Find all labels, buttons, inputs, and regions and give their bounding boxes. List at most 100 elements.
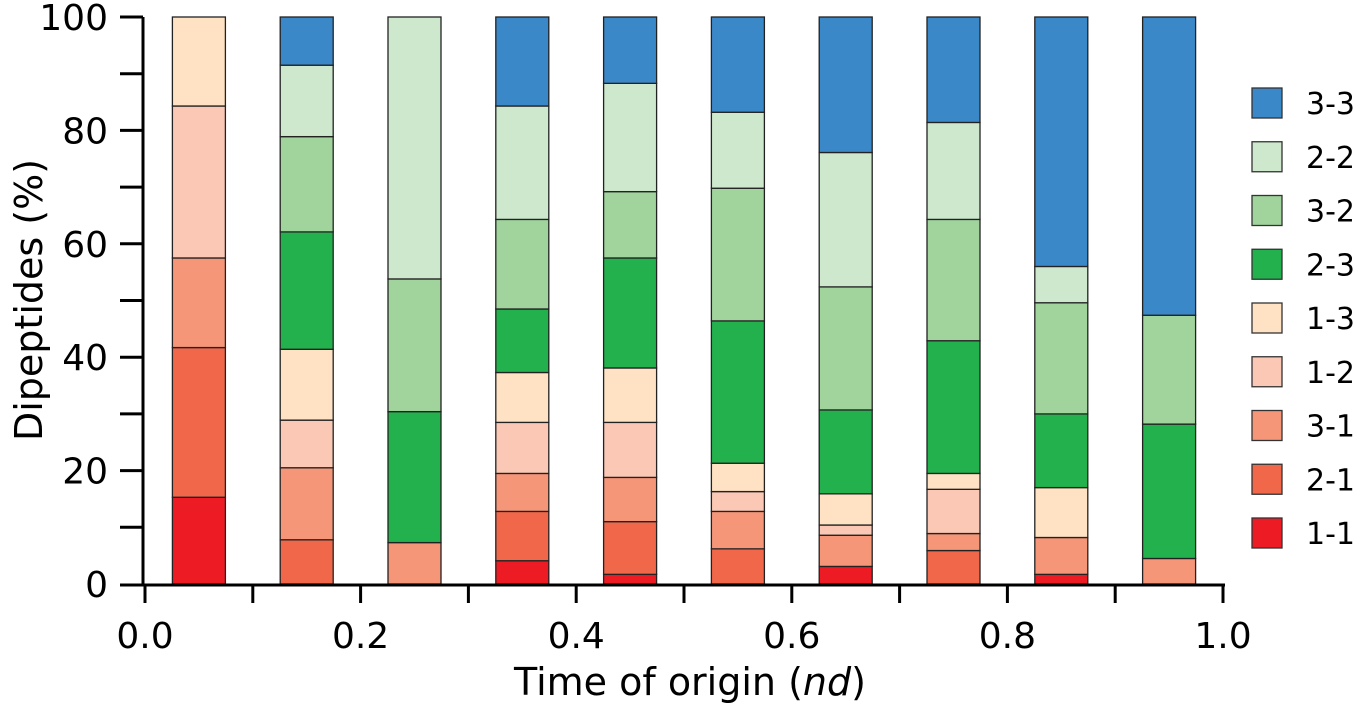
bar-segment-2-3 <box>495 308 550 374</box>
bar-segment-2-2 <box>279 64 334 138</box>
bar-segment-2-2 <box>495 105 550 221</box>
legend-item-1-2: 1-2 <box>1251 356 1355 391</box>
legend-label: 2-3 <box>1306 248 1355 283</box>
bar-segment-3-3 <box>818 16 873 154</box>
bar-segment-2-1 <box>926 549 981 585</box>
x-tick-label: 0.0 <box>116 616 173 657</box>
x-axis-title: Time of origin (nd) <box>513 660 866 704</box>
bar-segment-2-3 <box>1141 423 1197 560</box>
legend-swatch <box>1251 194 1283 227</box>
bar-segment-1-3 <box>1034 486 1089 539</box>
bar-segment-2-3 <box>602 257 658 369</box>
bar-segment-2-1 <box>710 548 766 585</box>
legend-label: 3-1 <box>1306 410 1355 445</box>
bar-stack <box>279 16 334 585</box>
bar-segment-2-3 <box>926 340 981 475</box>
legend-item-2-3: 2-3 <box>1251 248 1355 283</box>
bar-segment-2-2 <box>926 121 981 221</box>
bar-segment-3-3 <box>926 16 981 124</box>
bar-segment-3-1 <box>1141 557 1197 585</box>
bar-segment-3-2 <box>818 286 873 411</box>
legend-label: 3-3 <box>1306 87 1355 122</box>
bar-segment-2-2 <box>710 111 766 189</box>
bar-segment-3-1 <box>818 534 873 568</box>
bar-segment-2-2 <box>1034 265 1089 304</box>
bar-segment-1-1 <box>1034 573 1089 585</box>
legend-swatch <box>1251 356 1283 388</box>
bar-segment-3-1 <box>926 532 981 552</box>
legend-item-1-1: 1-1 <box>1251 517 1355 552</box>
y-tick-label: 80 <box>62 111 108 152</box>
legend-item-2-1: 2-1 <box>1251 463 1355 498</box>
legend-label: 2-2 <box>1306 141 1355 176</box>
bar-segment-2-2 <box>387 16 442 280</box>
x-tick-label: 0.4 <box>548 616 605 657</box>
bar-segment-2-1 <box>602 520 658 576</box>
bar-stack <box>171 16 227 585</box>
y-tick-label: 20 <box>62 452 108 493</box>
bar-segment-3-3 <box>602 16 658 84</box>
bar-stack <box>602 16 658 585</box>
legend-label: 1-1 <box>1306 517 1355 552</box>
bar-segment-1-3 <box>710 462 766 493</box>
bar-segment-1-2 <box>171 105 227 259</box>
bar-segment-1-2 <box>818 524 873 536</box>
bar-segment-1-2 <box>602 421 658 479</box>
bar-segment-1-2 <box>926 488 981 535</box>
bar-segment-3-1 <box>279 467 334 541</box>
legend-swatch <box>1251 409 1283 442</box>
bar-segment-2-2 <box>818 151 873 288</box>
legend-item-3-1: 3-1 <box>1251 409 1355 445</box>
legend-item-3-3: 3-3 <box>1251 87 1355 122</box>
bar-segment-1-2 <box>710 490 766 513</box>
axes-group: 0 20 40 60 80 100 0.0 0.2 0.4 0.6 0.8 1.0 <box>39 0 1251 657</box>
bar-segment-1-1 <box>602 573 658 585</box>
legend-swatch <box>1251 87 1283 119</box>
bar-segment-2-3 <box>279 231 334 350</box>
bar-segment-3-3 <box>1141 16 1197 316</box>
legend-item-3-2: 3-2 <box>1251 194 1355 230</box>
bar-segment-1-3 <box>602 367 658 424</box>
legend-swatch <box>1251 302 1283 334</box>
bar-segment-2-1 <box>171 346 227 498</box>
bar-segment-3-3 <box>279 16 334 66</box>
bar-stack <box>818 16 873 585</box>
bar-segment-2-2 <box>602 82 658 193</box>
bar-segment-3-3 <box>710 16 766 113</box>
bar-segment-2-3 <box>1034 413 1089 489</box>
bar-segment-2-3 <box>710 320 766 464</box>
bar-segment-2-1 <box>279 539 334 585</box>
bar-segment-1-1 <box>171 496 227 585</box>
bar-stack <box>926 16 981 585</box>
bar-segment-3-2 <box>710 187 766 322</box>
bar-stack <box>1141 16 1197 585</box>
bar-segment-1-2 <box>495 421 550 475</box>
legend-swatch <box>1251 517 1283 549</box>
bar-segment-2-1 <box>495 510 550 562</box>
bar-segment-3-3 <box>495 16 550 107</box>
y-tick-label: 0 <box>85 565 108 606</box>
bar-segment-3-1 <box>495 472 550 513</box>
y-axis-title: Dipeptides (%) <box>7 159 51 441</box>
bar-segment-2-3 <box>387 410 442 544</box>
legend: 3-3 2-2 3-2 2-3 1-3 1-2 3-1 2-1 1-1 <box>1251 87 1355 552</box>
legend-label: 1-3 <box>1306 302 1355 337</box>
y-tick-label: 100 <box>39 0 108 39</box>
legend-item-2-2: 2-2 <box>1251 141 1355 176</box>
legend-swatch <box>1251 141 1283 173</box>
bar-stack <box>495 16 550 585</box>
bar-segment-3-3 <box>1034 16 1089 268</box>
bar-segment-1-2 <box>279 419 334 469</box>
y-tick-label: 60 <box>62 225 108 266</box>
x-tick-label: 1.0 <box>1194 616 1251 657</box>
legend-swatch <box>1251 463 1283 495</box>
y-tick-label: 40 <box>62 338 108 379</box>
x-tick-label: 0.8 <box>979 616 1036 657</box>
bar-segment-1-3 <box>171 16 227 107</box>
legend-label: 2-1 <box>1306 463 1355 498</box>
bar-segment-1-1 <box>818 565 873 585</box>
bar-segment-3-1 <box>710 510 766 550</box>
bar-stack <box>710 16 766 585</box>
bar-segment-3-2 <box>279 135 334 233</box>
